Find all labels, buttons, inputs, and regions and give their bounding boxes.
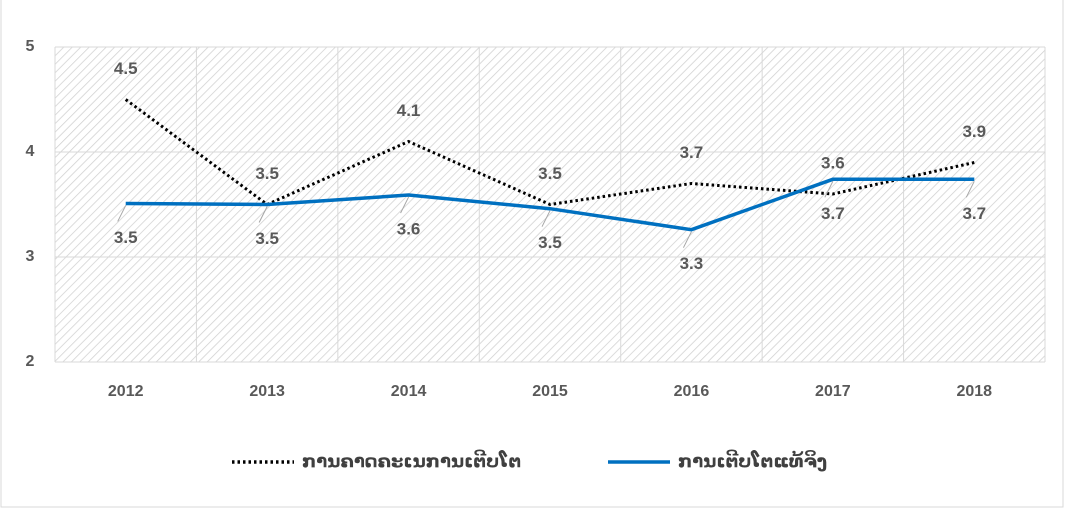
y-tick-label: 4: [26, 143, 35, 160]
x-tick-label: 2013: [249, 383, 285, 400]
data-label: 3.7: [680, 143, 704, 162]
x-tick-label: 2015: [532, 383, 568, 400]
data-label: 3.6: [397, 220, 421, 239]
leader-line: [824, 181, 834, 198]
data-label: 3.3: [680, 254, 704, 273]
data-label: 3.5: [255, 229, 279, 248]
data-label: 4.1: [397, 101, 421, 120]
data-label: 3.5: [538, 164, 562, 183]
data-label: 3.5: [538, 233, 562, 252]
leader-line: [117, 205, 127, 222]
series-line: [125, 177, 975, 232]
y-tick-label: 2: [26, 353, 35, 370]
x-tick-label: 2014: [391, 383, 427, 400]
data-label: 4.5: [114, 59, 138, 78]
x-tick-label: 2018: [956, 383, 992, 400]
data-label: 3.5: [114, 228, 138, 247]
x-tick-label: 2016: [674, 383, 710, 400]
y-tick-label: 5: [26, 38, 35, 55]
data-label: 3.6: [821, 153, 845, 172]
data-label: 3.9: [962, 122, 986, 141]
leader-line: [965, 181, 975, 198]
data-label: 3.5: [255, 164, 279, 183]
data-label: 3.7: [821, 204, 845, 223]
data-label: 3.7: [962, 204, 986, 223]
x-tick-label: 2012: [108, 383, 144, 400]
legend-label: ການເຕີບໂຕແທ້ຈິງ: [678, 450, 827, 472]
legend-label: ການຄາດຄະເນການເຕີບໂຕ: [302, 450, 521, 472]
leader-line: [400, 196, 410, 214]
leader-line: [682, 231, 692, 248]
x-tick-label: 2017: [815, 383, 851, 400]
y-tick-label: 3: [26, 248, 35, 265]
leader-line: [258, 206, 268, 223]
leader-line: [541, 210, 551, 227]
